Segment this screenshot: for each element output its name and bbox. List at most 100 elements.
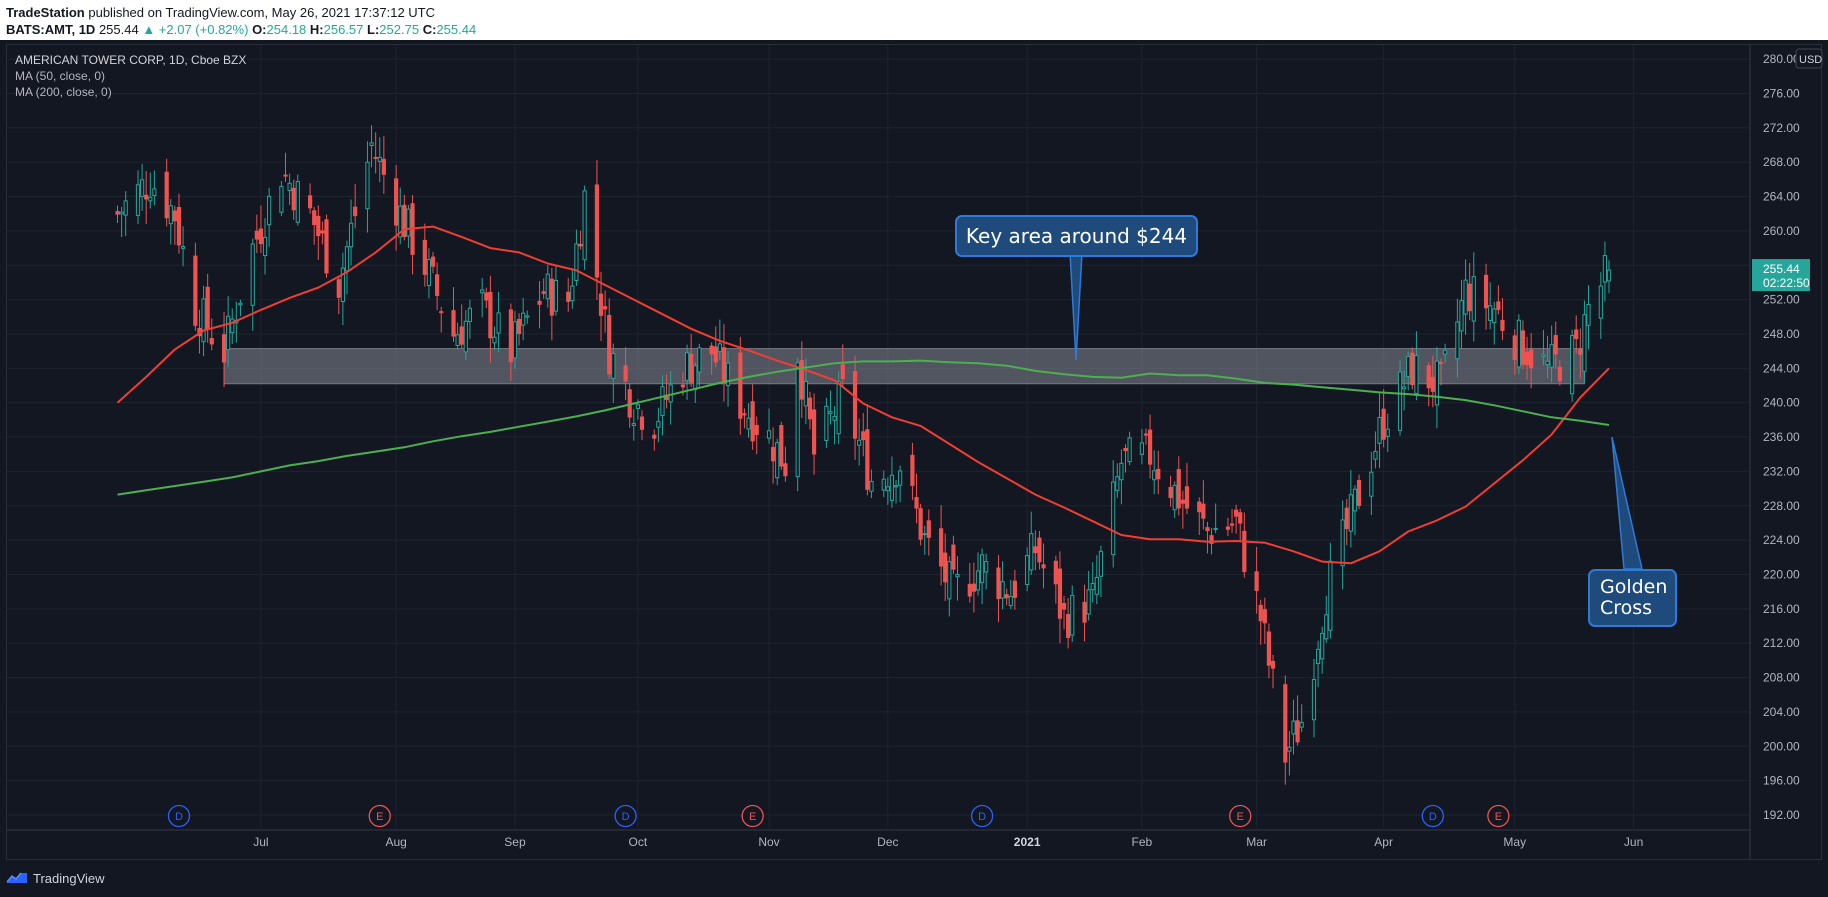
- candle-body: [660, 386, 665, 416]
- candle-body: [1012, 580, 1017, 598]
- tradingview-logo-icon[interactable]: [6, 870, 28, 886]
- candle-body: [795, 362, 800, 478]
- time-tick-label: Jul: [253, 835, 268, 849]
- time-tick-label: Mar: [1246, 835, 1267, 849]
- candle-body: [1184, 486, 1190, 509]
- candle-body: [1324, 614, 1329, 640]
- candle-body: [1471, 276, 1476, 322]
- candle-body: [316, 215, 321, 237]
- footer: TradingView: [6, 867, 105, 889]
- candle-body: [1516, 319, 1521, 368]
- candle-body: [488, 291, 493, 339]
- candle-body: [1557, 366, 1562, 382]
- event-marker-label: E: [749, 811, 756, 823]
- candle-body: [1147, 429, 1153, 465]
- candle-body: [1385, 428, 1390, 437]
- candle-body: [779, 424, 784, 467]
- price-change: ▲ +2.07 (+0.82%): [142, 22, 249, 37]
- candle-body: [807, 397, 813, 420]
- candle-body: [1180, 499, 1185, 504]
- candle-body: [168, 205, 173, 225]
- candle-body: [336, 279, 341, 298]
- candle-body: [152, 188, 157, 197]
- candle-body: [656, 420, 661, 428]
- price-tick-label: 204.00: [1763, 705, 1800, 719]
- candle-body: [1266, 631, 1272, 666]
- time-tick-label: Jun: [1624, 835, 1643, 849]
- candle-body: [139, 179, 145, 198]
- candle-body: [1205, 527, 1210, 532]
- candle-body: [881, 478, 886, 491]
- candle-body: [861, 431, 866, 441]
- price-tick-label: 240.00: [1763, 396, 1800, 410]
- legend-ma50[interactable]: MA (50, close, 0): [15, 69, 106, 83]
- publisher-name[interactable]: TradeStation: [6, 5, 85, 20]
- grid-lines: [7, 45, 1751, 859]
- candle-body: [119, 211, 124, 215]
- ma50-line: [116, 225, 1610, 565]
- candle-body: [1004, 594, 1009, 599]
- open-value: 254.18: [266, 22, 307, 37]
- key-zone: [223, 348, 1585, 385]
- legend-title[interactable]: AMERICAN TOWER CORP, 1D, Cboe BZX: [15, 53, 247, 67]
- symbol-line: BATS:AMT, 1D: [6, 22, 96, 37]
- price-tick-label: 216.00: [1763, 602, 1800, 616]
- candle-body: [312, 210, 317, 226]
- candle-body: [1426, 365, 1431, 389]
- candle-body: [832, 416, 837, 421]
- candle-body: [439, 311, 444, 314]
- candle-body: [799, 360, 804, 400]
- candle-body: [1500, 319, 1505, 331]
- candle-body: [180, 246, 186, 249]
- candle-body: [1602, 255, 1608, 283]
- candle-body: [1037, 537, 1042, 563]
- price-tick-label: 244.00: [1763, 361, 1800, 375]
- candle-body: [148, 196, 153, 202]
- countdown-label: 02:22:50: [1763, 276, 1810, 290]
- candle-body: [230, 318, 235, 334]
- candle-body: [1254, 571, 1259, 592]
- candle-body: [869, 480, 874, 492]
- low-value: 252.75: [379, 22, 420, 37]
- price-tick-label: 228.00: [1763, 499, 1800, 513]
- candle-body: [254, 230, 259, 240]
- candle-body: [1168, 486, 1173, 498]
- resistance-zone: [223, 348, 1585, 385]
- event-marker-label: E: [1495, 811, 1502, 823]
- candle-body: [680, 384, 686, 388]
- legend-ma200[interactable]: MA (200, close, 0): [15, 85, 112, 99]
- candle-body: [738, 352, 743, 419]
- candle-body: [611, 353, 616, 379]
- high-label: H:: [309, 22, 324, 37]
- price-tick-label: 212.00: [1763, 636, 1800, 650]
- candle-body: [898, 470, 903, 486]
- candle-body: [766, 430, 772, 439]
- golden-cross-pointer: [1611, 436, 1643, 570]
- candle-body: [1529, 349, 1534, 369]
- candle-body: [553, 279, 559, 312]
- candle-body: [1524, 351, 1530, 366]
- candle-body: [725, 362, 731, 387]
- candle-body: [783, 463, 788, 477]
- candle-body: [721, 347, 727, 384]
- price-tick-label: 232.00: [1763, 464, 1800, 478]
- candle-body: [492, 336, 497, 344]
- candle-body: [1430, 376, 1435, 392]
- candle-body: [1172, 484, 1177, 511]
- candle-body: [541, 291, 546, 294]
- candle-body: [172, 210, 177, 222]
- candle-body: [287, 182, 292, 192]
- candle-body: [1434, 360, 1440, 406]
- candle-body: [344, 246, 350, 272]
- candle-body: [340, 267, 345, 302]
- price-tick-label: 196.00: [1763, 774, 1800, 788]
- footer-brand[interactable]: TradingView: [33, 870, 105, 886]
- candle-body: [463, 320, 468, 353]
- candle-body: [1311, 678, 1317, 721]
- candle-body: [1053, 560, 1058, 585]
- candle-body: [1029, 533, 1034, 571]
- time-tick-label: Sep: [504, 835, 526, 849]
- candle-body: [754, 424, 759, 436]
- dividend-marker: [970, 804, 994, 828]
